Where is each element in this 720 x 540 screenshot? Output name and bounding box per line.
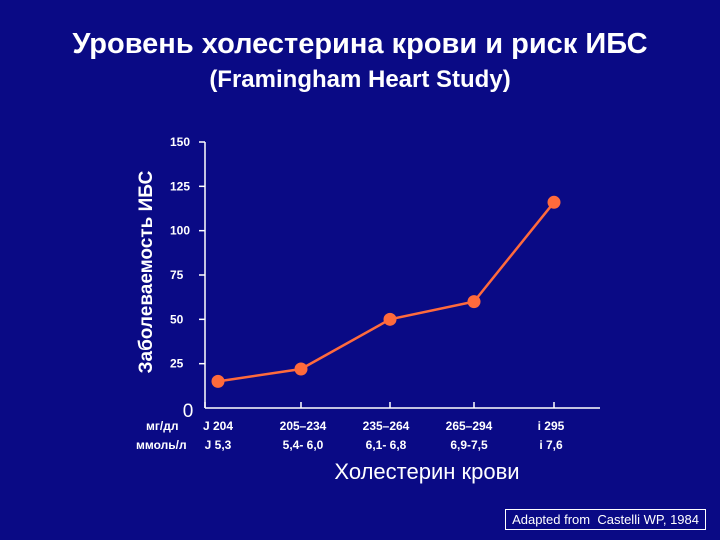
- y-tick-label: 75: [170, 268, 184, 282]
- x-tick-label-mg: 235–264: [363, 419, 410, 433]
- series-line: [217, 201, 555, 383]
- x-tick-label-mg: і 295: [538, 419, 565, 433]
- x-tick-label-mg: 265–294: [446, 419, 493, 433]
- source-note: Adapted from Castelli WP, 1984: [505, 509, 706, 530]
- x-axis-label: Холестерин крови: [334, 459, 519, 484]
- unit-row2-label: ммоль/л: [136, 438, 187, 452]
- data-point: [383, 312, 397, 326]
- x-tick-label-mmol: J 5,3: [205, 438, 232, 452]
- series-cholesterol: [211, 195, 561, 388]
- data-point: [211, 374, 225, 388]
- x-tick-label-mg: 205–234: [280, 419, 327, 433]
- y-tick-label: 150: [170, 135, 190, 149]
- data-point: [467, 295, 481, 309]
- chart-title: Уровень холестерина крови и риск ИБС: [72, 28, 648, 60]
- x-tick-label-mmol: 6,1- 6,8: [366, 438, 407, 452]
- x-tick-label-mmol: і 7,6: [539, 438, 563, 452]
- axis-ticks: 150 125 100 75 50 25 J 204 205–234 235–264 265–29…: [170, 135, 565, 452]
- data-point: [547, 195, 561, 209]
- y-zero-label: 0: [183, 401, 194, 422]
- unit-row1-label: мг/дл: [146, 419, 178, 433]
- y-tick-label: 100: [170, 224, 190, 238]
- y-tick-label: 25: [170, 357, 184, 371]
- y-tick-label: 125: [170, 179, 190, 193]
- x-tick-label-mmol: 5,4- 6,0: [283, 438, 324, 452]
- data-point: [294, 362, 308, 376]
- x-tick-label-mg: J 204: [203, 419, 233, 433]
- source-citation: Castelli WP, 1984: [597, 512, 699, 527]
- y-axis-label: Заболеваемость ИБС: [136, 170, 157, 373]
- source-prefix: Adapted from: [512, 512, 591, 527]
- y-tick-label: 50: [170, 312, 184, 326]
- chart-subtitle: (Framingham Heart Study): [209, 66, 511, 93]
- x-tick-label-mmol: 6,9-7,5: [450, 438, 488, 452]
